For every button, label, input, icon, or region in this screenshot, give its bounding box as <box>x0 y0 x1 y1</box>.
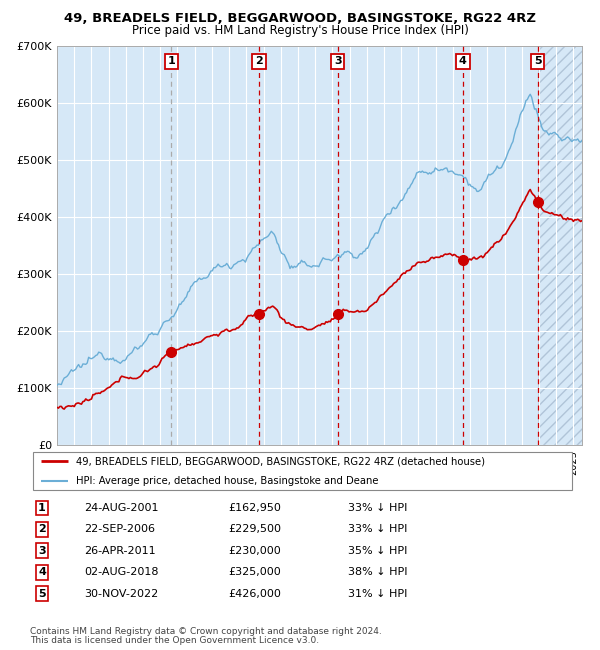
Text: 5: 5 <box>38 589 46 599</box>
Bar <box>57 46 172 445</box>
Text: Price paid vs. HM Land Registry's House Price Index (HPI): Price paid vs. HM Land Registry's House … <box>131 24 469 37</box>
Text: HPI: Average price, detached house, Basingstoke and Deane: HPI: Average price, detached house, Basi… <box>76 476 379 486</box>
Bar <box>338 46 463 445</box>
Text: 4: 4 <box>38 567 46 577</box>
Text: 2: 2 <box>38 525 46 534</box>
Text: 1: 1 <box>167 57 175 66</box>
Bar <box>538 46 582 445</box>
Text: £229,500: £229,500 <box>228 525 281 534</box>
Text: £426,000: £426,000 <box>228 589 281 599</box>
Text: 5: 5 <box>534 57 541 66</box>
Text: £325,000: £325,000 <box>228 567 281 577</box>
Bar <box>463 46 538 445</box>
Bar <box>172 46 259 445</box>
Text: 2: 2 <box>255 57 263 66</box>
Text: 30-NOV-2022: 30-NOV-2022 <box>84 589 158 599</box>
Text: 49, BREADELS FIELD, BEGGARWOOD, BASINGSTOKE, RG22 4RZ (detached house): 49, BREADELS FIELD, BEGGARWOOD, BASINGST… <box>76 456 485 466</box>
Text: This data is licensed under the Open Government Licence v3.0.: This data is licensed under the Open Gov… <box>30 636 319 645</box>
Text: 26-APR-2011: 26-APR-2011 <box>84 546 155 556</box>
Text: 35% ↓ HPI: 35% ↓ HPI <box>348 546 407 556</box>
Text: 49, BREADELS FIELD, BEGGARWOOD, BASINGSTOKE, RG22 4RZ: 49, BREADELS FIELD, BEGGARWOOD, BASINGST… <box>64 12 536 25</box>
Text: 38% ↓ HPI: 38% ↓ HPI <box>348 567 407 577</box>
Text: 24-AUG-2001: 24-AUG-2001 <box>84 503 158 513</box>
Text: 1: 1 <box>38 503 46 513</box>
Bar <box>538 46 582 445</box>
Text: 22-SEP-2006: 22-SEP-2006 <box>84 525 155 534</box>
Text: Contains HM Land Registry data © Crown copyright and database right 2024.: Contains HM Land Registry data © Crown c… <box>30 627 382 636</box>
Text: 33% ↓ HPI: 33% ↓ HPI <box>348 525 407 534</box>
Text: 33% ↓ HPI: 33% ↓ HPI <box>348 503 407 513</box>
Text: 31% ↓ HPI: 31% ↓ HPI <box>348 589 407 599</box>
Text: 02-AUG-2018: 02-AUG-2018 <box>84 567 158 577</box>
Text: 3: 3 <box>38 546 46 556</box>
Text: 3: 3 <box>334 57 342 66</box>
FancyBboxPatch shape <box>33 452 572 490</box>
Text: 4: 4 <box>459 57 467 66</box>
Text: £230,000: £230,000 <box>228 546 281 556</box>
Bar <box>259 46 338 445</box>
Text: £162,950: £162,950 <box>228 503 281 513</box>
